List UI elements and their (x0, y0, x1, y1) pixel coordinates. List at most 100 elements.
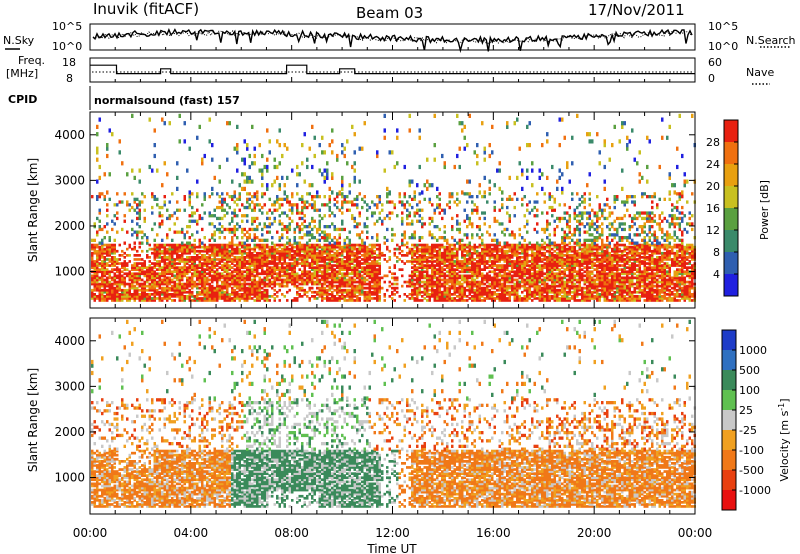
heatmap-cell (408, 274, 411, 278)
heatmap-cell (298, 230, 301, 234)
heatmap-cell (231, 230, 234, 234)
heatmap-cell (416, 245, 419, 249)
heatmap-cell (176, 258, 179, 261)
heatmap-cell (426, 264, 429, 267)
heatmap-cell (236, 293, 239, 296)
heatmap-cell (153, 262, 156, 265)
heatmap-cell (406, 254, 409, 257)
heatmap-cell (236, 256, 239, 259)
heatmap-cell (278, 186, 281, 191)
heatmap-cell (98, 286, 101, 290)
heatmap-cell (318, 290, 321, 294)
heatmap-cell (98, 270, 101, 274)
heatmap-cell (293, 203, 296, 207)
heatmap-cell (426, 157, 429, 162)
heatmap-cell (281, 254, 284, 257)
heatmap-cell (291, 208, 294, 212)
heatmap-cell (448, 286, 451, 290)
heatmap-cell (278, 161, 281, 166)
heatmap-cell (171, 288, 174, 292)
heatmap-cell (478, 299, 481, 302)
heatmap-cell (301, 249, 304, 253)
heatmap-cell (423, 293, 426, 296)
heatmap-cell (451, 216, 454, 221)
heatmap-cell (363, 299, 366, 302)
heatmap-cell (168, 254, 171, 257)
heatmap-cell (243, 260, 246, 263)
heatmap-cell (103, 280, 106, 284)
heatmap-cell (238, 258, 241, 261)
heatmap-cell (331, 280, 334, 284)
heatmap-cell (103, 290, 106, 294)
heatmap-cell (196, 249, 199, 253)
heatmap-cell (301, 143, 304, 148)
heatmap-cell (358, 278, 361, 282)
heatmap-cell (388, 295, 391, 298)
heatmap-cell (318, 195, 321, 199)
heatmap-cell (263, 245, 266, 249)
heatmap-cell (503, 233, 506, 237)
heatmap-cell (501, 282, 504, 286)
heatmap-cell (128, 288, 131, 292)
heatmap-cell (471, 274, 474, 278)
heatmap-cell (268, 262, 271, 265)
heatmap-cell (386, 274, 389, 278)
heatmap-cell (113, 290, 116, 294)
heatmap-cell (483, 276, 486, 280)
heatmap-cell (413, 230, 416, 234)
heatmap-cell (388, 211, 391, 215)
heatmap-cell (298, 236, 301, 240)
heatmap-cell (266, 238, 269, 242)
heatmap-cell (291, 276, 294, 280)
heatmap-cell (161, 290, 164, 294)
heatmap-cell (278, 272, 281, 276)
heatmap-cell (283, 190, 286, 195)
heatmap-cell (468, 192, 471, 196)
heatmap-cell (133, 288, 136, 292)
heatmap-cell (286, 268, 289, 271)
heatmap-cell (241, 288, 244, 292)
heatmap-cell (336, 288, 339, 292)
heatmap-cell (171, 262, 174, 265)
heatmap-cell (138, 297, 141, 300)
heatmap-cell (476, 288, 479, 292)
heatmap-cell (301, 254, 304, 257)
heatmap-cell (488, 225, 491, 229)
heatmap-cell (93, 251, 96, 255)
heatmap-cell (93, 272, 96, 276)
heatmap-cell (373, 243, 376, 247)
heatmap-cell (348, 183, 351, 188)
heatmap-cell (408, 280, 411, 284)
heatmap-cell (471, 262, 474, 265)
heatmap-cell (438, 270, 441, 274)
heatmap-cell (406, 241, 409, 245)
heatmap-cell (103, 282, 106, 286)
heatmap-cell (266, 258, 269, 261)
heatmap-cell (368, 284, 371, 288)
heatmap-cell (276, 276, 279, 280)
heatmap-cell (483, 190, 486, 195)
heatmap-cell (358, 290, 361, 294)
heatmap-cell (288, 222, 291, 226)
heatmap-cell (218, 258, 221, 261)
heatmap-cell (151, 278, 154, 282)
heatmap-cell (108, 290, 111, 294)
heatmap-cell (101, 278, 104, 282)
heatmap-cell (471, 284, 474, 288)
heatmap-cell (338, 268, 341, 271)
heatmap-cell (356, 295, 359, 298)
heatmap-cell (233, 211, 236, 215)
heatmap-cell (376, 270, 379, 274)
heatmap-cell (188, 284, 191, 288)
heatmap-cell (426, 282, 429, 286)
heatmap-cell (131, 284, 134, 288)
heatmap-cell (153, 222, 156, 226)
heatmap-cell (241, 203, 244, 207)
heatmap-cell (456, 153, 459, 159)
heatmap-cell (288, 241, 291, 245)
heatmap-cell (273, 251, 276, 255)
heatmap-cell (103, 247, 106, 251)
heatmap-cell (396, 161, 399, 166)
heatmap-cell (101, 299, 104, 302)
heatmap-cell (353, 243, 356, 247)
